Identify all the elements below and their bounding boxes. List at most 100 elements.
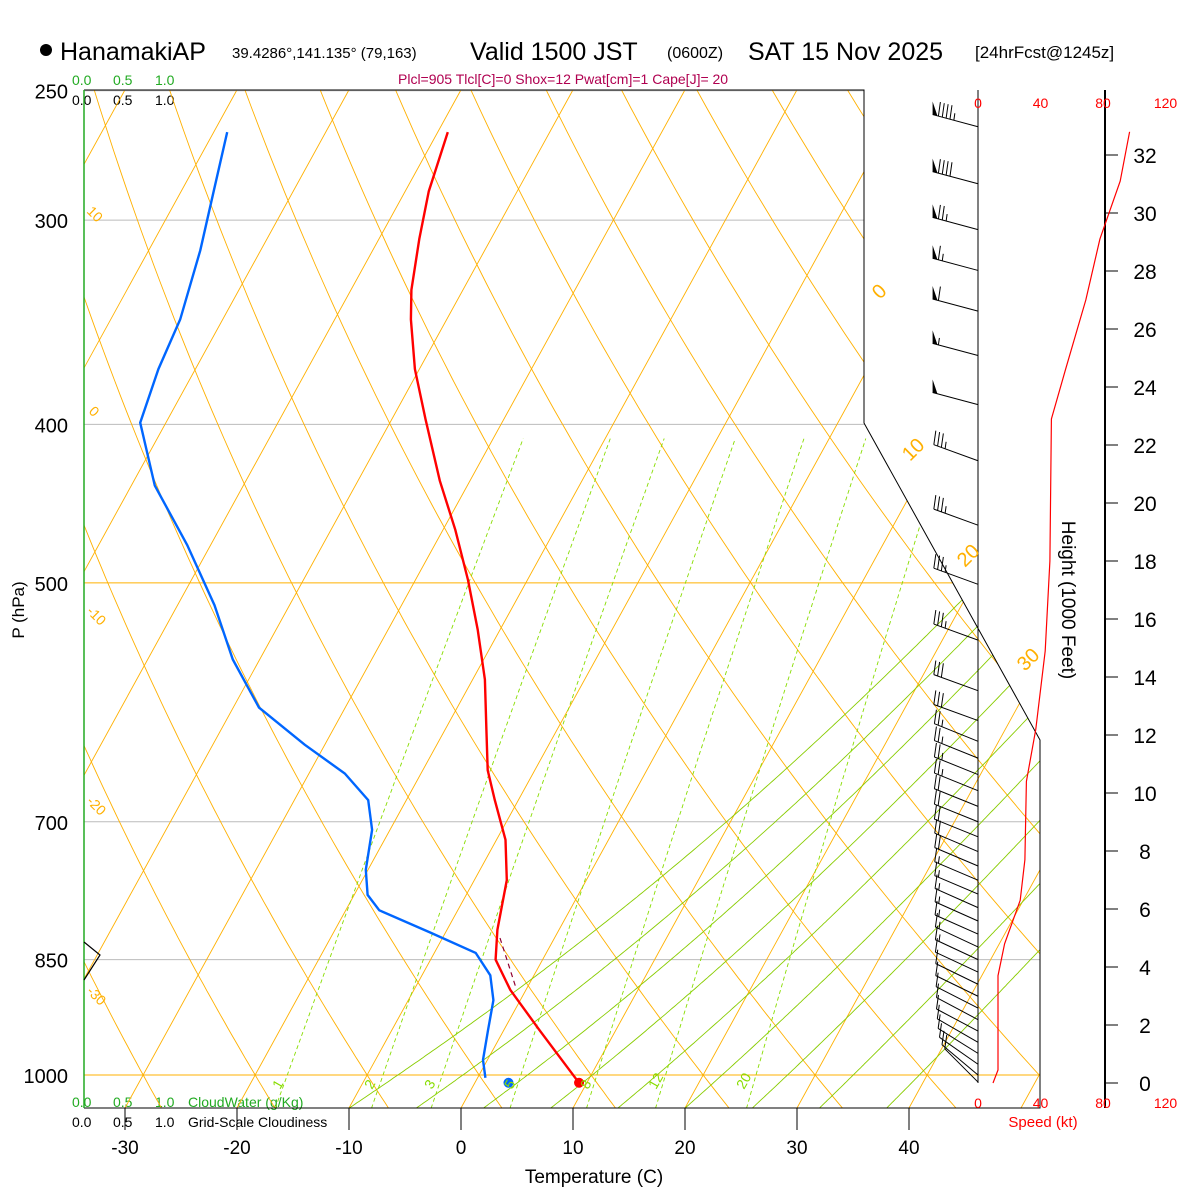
barb-feather: [941, 160, 945, 175]
mixing-ratio-label: 12: [645, 1070, 667, 1092]
valid-time: Valid 1500 JST: [470, 38, 638, 66]
dry-adiabat-line: [84, 90, 162, 1108]
barb-feather: [933, 430, 937, 445]
barb-feather: [934, 833, 938, 848]
wind-barb: [944, 1034, 979, 1083]
wind-barb: [934, 833, 979, 867]
moist-adiabat-line: [348, 90, 1040, 1108]
station-bullet-icon: [40, 44, 52, 56]
barb-staff: [934, 772, 979, 792]
pressure-tick-label: 400: [35, 415, 68, 437]
height-tick-label: 24: [1133, 377, 1157, 400]
wind-barb: [937, 1014, 979, 1054]
moist-adiabat-line: [415, 90, 1040, 1108]
barb-feather: [933, 609, 937, 625]
barb-feather: [937, 661, 941, 677]
barb-feather: [934, 913, 938, 928]
speed-tick-label: 0: [974, 95, 982, 111]
isotherm-label: 0: [868, 280, 891, 303]
height-tick-label: 10: [1133, 783, 1156, 806]
barb-half-feather: [938, 896, 941, 904]
barb-staff: [935, 951, 979, 973]
temperature-tick-label: -20: [223, 1138, 250, 1159]
height-tick-label: 0: [1139, 1073, 1151, 1096]
barb-feather: [940, 497, 944, 512]
cloudiness-profile: [83, 941, 101, 981]
dry-adiabat-line: [159, 90, 730, 1108]
barb-feather: [939, 1023, 942, 1038]
isotherm-line: [572, 90, 1040, 1108]
wind-barb: [933, 758, 979, 792]
barb-staff: [932, 216, 979, 231]
height-tick-label: 32: [1133, 145, 1156, 168]
barb-pennant: [932, 379, 938, 394]
barb-staff: [934, 788, 979, 807]
isotherm-label: 30: [1013, 644, 1044, 675]
barb-feather: [933, 726, 937, 741]
dewpoint-line: [138, 131, 495, 1078]
barb-pennant: [932, 285, 938, 301]
height-axis-title: Height (1000 Feet): [1057, 521, 1078, 679]
x-axis-title: Temperature (C): [525, 1167, 663, 1188]
barb-feather: [937, 760, 941, 775]
barb-staff: [936, 997, 979, 1021]
barb-feather: [933, 774, 937, 789]
barb-feather: [937, 691, 941, 706]
barb-feather: [940, 693, 944, 708]
barb-staff: [932, 298, 979, 312]
barb-feather: [933, 690, 937, 705]
dry-adiabat-label: 0: [86, 403, 103, 420]
barb-feather: [949, 105, 953, 120]
dry-adiabat-line: [234, 90, 844, 1108]
barb-half-feather: [941, 768, 944, 777]
barb-half-feather: [953, 113, 956, 121]
height-tick-label: 30: [1133, 203, 1156, 226]
barb-feather: [944, 1034, 948, 1049]
barb-feather: [933, 495, 937, 510]
mixing-ratio-line: [509, 438, 736, 1108]
barb-half-feather: [941, 752, 944, 761]
stability-indices: Plcl=905 Tlcl[C]=0 Shox=12 Pwat[cm]=1 Ca…: [398, 71, 728, 87]
isotherm-line: [84, 90, 237, 1108]
barb-staff: [932, 391, 979, 406]
dry-adiabat-line: [978, 90, 1040, 1108]
barb-half-feather: [937, 870, 940, 878]
sounding-profiles: [138, 131, 585, 1088]
barb-feather: [934, 887, 938, 902]
height-tick-label: 28: [1133, 261, 1156, 284]
barb-staff: [937, 1028, 979, 1054]
barb-feather: [940, 612, 944, 627]
wind-barb: [933, 790, 979, 823]
barb-half-feather: [944, 565, 947, 573]
cloudiness-label: Grid-Scale Cloudiness: [188, 1114, 327, 1130]
moist-adiabat-line: [482, 90, 1040, 1108]
wind-barb: [932, 330, 979, 357]
station-name: HanamakiAP: [60, 38, 206, 66]
barb-staff: [935, 939, 979, 961]
cloudwater-tick-top: 0.5: [113, 72, 133, 88]
wind-barb: [934, 913, 979, 948]
wind-barb: [933, 690, 979, 722]
isotherm-line: [908, 90, 1040, 1108]
barb-staff: [934, 818, 979, 838]
wind-barb: [933, 726, 979, 759]
height-tick-label: 22: [1133, 435, 1156, 458]
wind-barb: [933, 609, 979, 641]
barb-staff: [932, 257, 979, 271]
moist-adiabat-line: [751, 90, 1040, 1108]
barb-half-feather: [941, 736, 944, 744]
isotherm-line: [84, 90, 573, 1108]
cloudwater-tick-top: 0.0: [72, 72, 92, 88]
plot-frame: [83, 89, 1041, 1109]
wind-barb: [934, 925, 979, 961]
wind-barb: [933, 805, 979, 838]
height-tick-label: 18: [1133, 551, 1156, 574]
speed-tick-label: 40: [1033, 1095, 1049, 1111]
barb-half-feather: [945, 213, 948, 222]
barb-feather: [933, 742, 937, 758]
barb-feather: [937, 835, 941, 850]
barb-staff: [935, 926, 979, 948]
speed-tick-label: 80: [1095, 1095, 1111, 1111]
wind-barbs: [932, 90, 979, 1083]
